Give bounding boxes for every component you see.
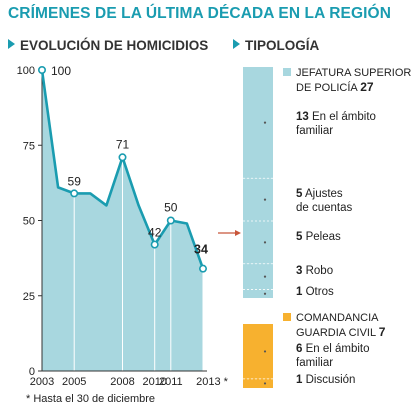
- data-label-2005: 59: [68, 174, 82, 188]
- segment-dot-0-0: [263, 121, 267, 124]
- point-marker-2013: [199, 264, 208, 273]
- right-section-title: TIPOLOGÍA: [245, 38, 320, 53]
- stack-segment-0-3: [243, 263, 273, 290]
- point-marker-2010: [150, 240, 159, 249]
- segment-text: Discusión: [302, 374, 356, 386]
- legend-swatch-0: [283, 68, 291, 76]
- segment-dot-1-0: [263, 350, 267, 353]
- segment-text: Otros: [302, 286, 334, 298]
- data-label-2003: 100: [51, 64, 71, 78]
- stack-segment-0-0: [243, 67, 273, 179]
- legend-swatch-1: [283, 313, 291, 321]
- stack-segment-0-2: [243, 221, 273, 264]
- segment-text: Peleas: [302, 231, 341, 243]
- point-marker-2011: [166, 216, 175, 225]
- triangle-icon: [8, 39, 15, 49]
- segment-label-1-0: 6 En el ámbito familiar: [296, 342, 370, 370]
- segment-dot-0-2: [263, 241, 267, 244]
- segment-dot-0-4: [263, 292, 267, 295]
- segment-dot-1-1: [263, 382, 267, 385]
- x-tick-label-2013: 2013 *: [196, 376, 229, 388]
- segment-text: En el ámbito familiar: [296, 343, 370, 369]
- segment-label-0-0: 13 En el ámbito familiar: [296, 110, 376, 138]
- group-legend-0: JEFATURA SUPERIOR DE POLICÍA 27: [296, 66, 411, 95]
- segment-value: 6: [296, 343, 303, 355]
- group-total: 27: [360, 80, 374, 94]
- y-tick-label-50: 50: [23, 216, 35, 228]
- x-tick-label-2005: 2005: [62, 376, 86, 388]
- stack-segment-1-0: [243, 324, 273, 379]
- page-title: CRÍMENES DE LA ÚLTIMA DÉCADA EN LA REGIÓ…: [8, 5, 391, 22]
- x-tick-label-2003: 2003: [30, 376, 54, 388]
- segment-value: 3: [296, 265, 303, 277]
- segment-label-0-1: 5 Ajustes de cuentas: [296, 187, 352, 215]
- segment-text: Ajustes de cuentas: [296, 188, 353, 214]
- segment-text: Robo: [302, 265, 334, 277]
- segment-value: 13: [296, 111, 309, 123]
- segment-dot-0-3: [263, 275, 267, 278]
- stack-segment-0-1: [243, 178, 273, 221]
- segment-value: 1: [296, 374, 303, 386]
- data-label-2013: 34: [194, 243, 208, 257]
- y-tick-label-25: 25: [23, 291, 35, 303]
- segment-value: 5: [296, 231, 303, 243]
- segment-label-0-3: 3 Robo: [296, 264, 333, 278]
- segment-text: En el ámbito familiar: [296, 111, 376, 137]
- connector-arrow-head: [235, 230, 241, 236]
- y-tick-label-100: 100: [17, 65, 35, 77]
- segment-value: 1: [296, 286, 303, 298]
- x-tick-label-2008: 2008: [110, 376, 134, 388]
- x-tick-label-2010: 2010: [142, 376, 166, 388]
- data-label-2010: 42: [148, 226, 162, 240]
- group-total: 7: [378, 325, 386, 339]
- right-section-heading: TIPOLOGÍA: [233, 38, 319, 53]
- segment-dot-0-1: [263, 198, 267, 201]
- segment-label-0-4: 1 Otros: [296, 285, 334, 299]
- stack-segment-0-4: [243, 289, 273, 298]
- group-name: JEFATURA SUPERIOR DE POLICÍA: [296, 67, 412, 94]
- data-label-2011: 50: [164, 201, 178, 215]
- point-marker-2005: [70, 189, 79, 198]
- segment-label-0-2: 5 Peleas: [296, 230, 341, 244]
- group-legend-1: COMANDANCIA GUARDIA CIVIL 7: [296, 311, 385, 340]
- left-section-heading: EVOLUCIÓN DE HOMICIDIOS: [8, 38, 208, 53]
- point-marker-2008: [118, 153, 127, 162]
- y-tick-label-0: 0: [29, 366, 35, 378]
- triangle-icon: [233, 39, 240, 49]
- data-label-2008: 71: [116, 137, 130, 151]
- segment-label-1-1: 1 Discusión: [296, 373, 355, 387]
- footnote: * Hasta el 30 de diciembre: [26, 393, 156, 405]
- stack-segment-1-1: [243, 378, 273, 388]
- x-tick-label-2011: 2011: [159, 376, 183, 388]
- y-tick-label-75: 75: [23, 140, 35, 152]
- group-name: COMANDANCIA GUARDIA CIVIL: [296, 312, 379, 339]
- segment-value: 5: [296, 188, 303, 200]
- point-marker-2003: [37, 66, 46, 75]
- left-section-title: EVOLUCIÓN DE HOMICIDIOS: [20, 38, 209, 53]
